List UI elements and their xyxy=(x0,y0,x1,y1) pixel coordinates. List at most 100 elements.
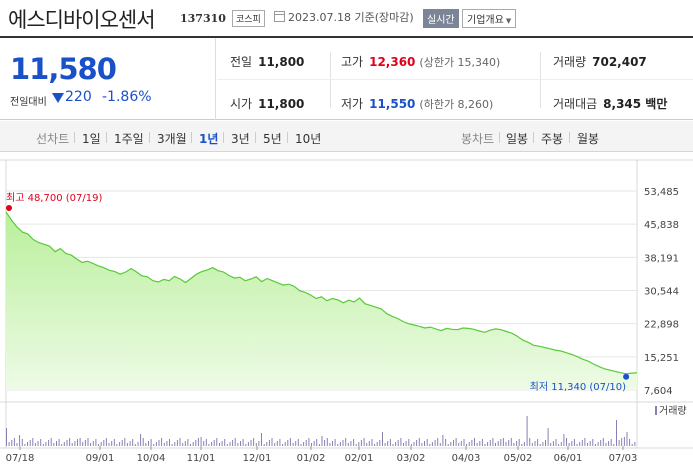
volume-bar xyxy=(516,441,518,446)
volume-bar xyxy=(116,444,118,446)
period-1y-button[interactable]: 1년 xyxy=(199,132,219,146)
volume-bar xyxy=(324,440,326,446)
volume-bar xyxy=(626,432,628,446)
volume-bar xyxy=(34,443,36,446)
volume-bar xyxy=(95,439,97,446)
volume-bar xyxy=(455,438,457,446)
volume-bar xyxy=(376,442,378,446)
monthly-candle-button[interactable]: 월봉 xyxy=(577,132,600,146)
volume-bar xyxy=(587,443,588,446)
low-label: 저가 xyxy=(341,97,364,111)
period-5y-button[interactable]: 5년 xyxy=(263,132,282,146)
volume-bar xyxy=(90,443,92,446)
y-axis: 53,485 45,838 38,191 30,544 22,898 15,251 7,60… xyxy=(644,187,679,397)
down-arrow-icon xyxy=(52,93,64,103)
volume-bar xyxy=(566,438,567,446)
volume-value: 702,407 xyxy=(592,55,647,69)
calendar-icon xyxy=(274,11,285,22)
volume-bar xyxy=(208,444,210,446)
volume-bar xyxy=(21,439,23,446)
volume-bar xyxy=(234,438,236,446)
daily-candle-button[interactable]: 일봉 xyxy=(506,132,529,146)
volume-bar xyxy=(176,440,178,446)
volume-bar xyxy=(434,440,436,446)
volume-bar xyxy=(132,439,134,446)
volume-bar xyxy=(24,444,26,446)
weekly-candle-button[interactable]: 주봉 xyxy=(541,132,564,146)
volume-bar xyxy=(366,443,368,446)
volume-bar xyxy=(48,440,50,446)
volume-bar xyxy=(287,440,289,446)
volume-bar xyxy=(258,441,260,446)
prev-close-stat: 전일 11,800 xyxy=(230,53,304,70)
stock-header: 에스디바이오센서 137310 코스피 2023.07.18 기준(장마감) 실… xyxy=(0,0,693,36)
volume-label: 거래량 xyxy=(553,55,587,69)
volume-bar xyxy=(148,441,149,446)
volume-bar xyxy=(523,442,525,446)
volume-bar xyxy=(510,438,512,446)
realtime-button[interactable]: 실시간 xyxy=(423,9,459,28)
volume-bar xyxy=(395,442,397,446)
period-3m-button[interactable]: 3개월 xyxy=(157,132,187,146)
volume-bar xyxy=(476,443,478,446)
volume-bar xyxy=(37,441,39,446)
volume-bar xyxy=(439,443,441,446)
volume-bar xyxy=(392,444,394,446)
volume-legend-swatch xyxy=(655,406,657,415)
volume-bar xyxy=(153,444,155,446)
volume-bar xyxy=(69,438,71,446)
volume-bar xyxy=(211,442,213,446)
volume-bar xyxy=(32,438,34,446)
divider xyxy=(74,132,75,143)
period-3y-button[interactable]: 3년 xyxy=(231,132,250,146)
volume-bar xyxy=(534,441,536,446)
company-overview-dropdown[interactable]: 기업개요 ▼ xyxy=(462,9,517,28)
prev-close-value: 11,800 xyxy=(258,55,305,69)
volume-bar xyxy=(389,439,391,446)
volume-bar xyxy=(463,439,465,446)
volume-bar xyxy=(445,439,447,446)
period-10y-button[interactable]: 10년 xyxy=(295,132,322,146)
divider xyxy=(191,132,192,143)
volume-bar xyxy=(87,438,89,446)
volume-bar xyxy=(563,434,565,446)
volume-bar xyxy=(284,442,286,446)
volume-bar xyxy=(347,443,349,446)
amount-value: 8,345 백만 xyxy=(603,97,668,111)
volume-bar xyxy=(558,444,560,446)
volume-bar xyxy=(84,440,86,446)
volume-bar xyxy=(629,439,631,446)
open-stat: 시가 11,800 xyxy=(230,95,304,112)
volume-bar xyxy=(560,442,562,446)
volume-bar xyxy=(187,439,189,446)
volume-bar xyxy=(126,443,128,446)
volume-bar xyxy=(547,428,549,446)
period-1w-button[interactable]: 1주일 xyxy=(114,132,144,146)
volume-bar xyxy=(581,440,583,446)
volume-bar xyxy=(190,444,191,446)
volume-bar xyxy=(479,441,481,446)
volume-bar xyxy=(568,443,570,446)
upper-limit: (상한가 15,340) xyxy=(419,56,501,69)
volume-bar xyxy=(56,441,57,446)
volume-bar xyxy=(300,444,302,446)
volume-bar xyxy=(471,440,473,446)
volume-bar xyxy=(255,443,257,446)
volume-bar xyxy=(240,441,241,446)
volume-bar xyxy=(431,442,433,446)
change-label: 전일대비 xyxy=(10,97,47,108)
volume-bar xyxy=(297,439,299,446)
volume-bar xyxy=(487,442,489,446)
divider xyxy=(223,132,224,143)
price-area xyxy=(6,211,637,390)
volume-bar xyxy=(200,437,202,446)
volume-bar xyxy=(497,441,499,446)
volume-bar xyxy=(50,438,52,446)
volume-bar xyxy=(623,437,625,446)
company-overview-label: 기업개요 xyxy=(467,15,504,26)
volume-bar xyxy=(371,439,373,446)
period-1d-button[interactable]: 1일 xyxy=(82,132,101,146)
volume-bar xyxy=(169,439,170,446)
stock-title: 에스디바이오센서 xyxy=(8,8,156,32)
volume-bar xyxy=(245,444,247,446)
